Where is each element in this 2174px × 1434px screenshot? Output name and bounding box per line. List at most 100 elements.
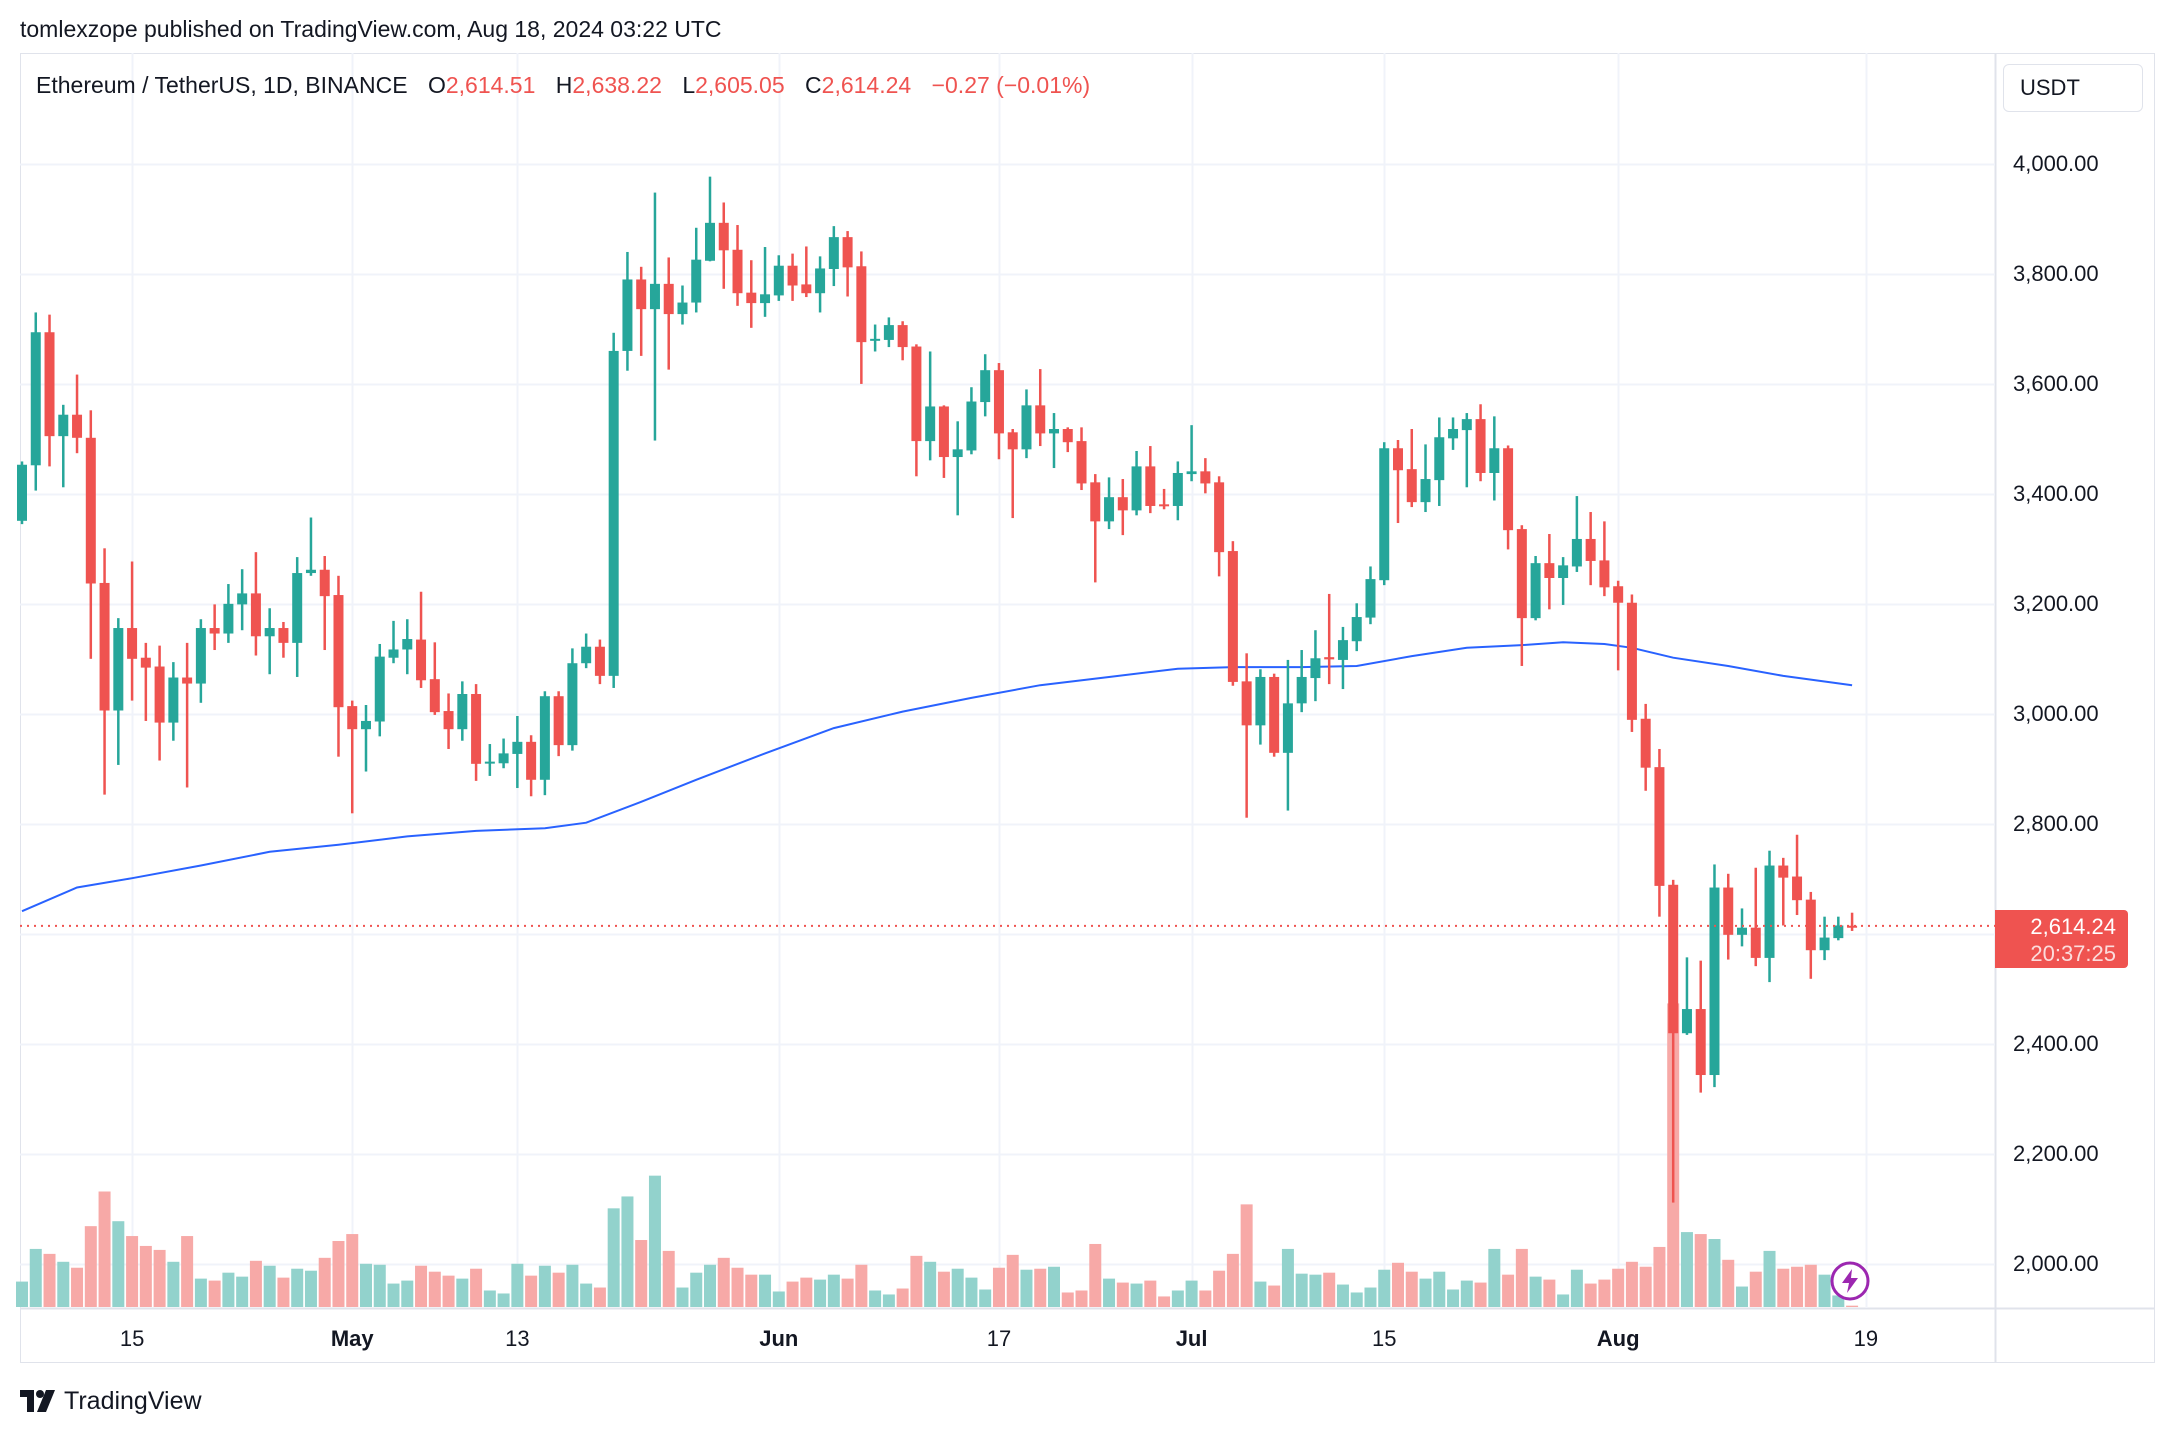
candle-body xyxy=(1530,563,1541,619)
candle-body xyxy=(649,283,660,310)
volume-bar xyxy=(346,1234,359,1307)
candle-wick xyxy=(1052,413,1056,469)
volume-bar xyxy=(1419,1278,1432,1307)
candle-body xyxy=(677,302,688,315)
candle-body xyxy=(1186,471,1197,475)
price-tick-label: 3,600.00 xyxy=(2013,370,2099,396)
candle xyxy=(1186,425,1197,482)
candle-body xyxy=(512,741,523,754)
candle xyxy=(484,744,495,776)
symbol-name[interactable]: Ethereum / TetherUS, 1D, BINANCE xyxy=(36,72,408,98)
candle-body xyxy=(608,350,619,676)
volume-bar xyxy=(1061,1292,1074,1307)
candle xyxy=(649,192,660,441)
volume-bar xyxy=(1502,1274,1515,1307)
candle-body xyxy=(1695,1009,1706,1076)
candle-body xyxy=(278,628,289,643)
volume-bar xyxy=(263,1265,276,1307)
candle xyxy=(966,387,977,455)
candle-body xyxy=(1613,586,1624,603)
volume-bar xyxy=(676,1287,689,1307)
candle-body xyxy=(1420,479,1431,503)
candle-body xyxy=(1145,466,1156,506)
volume-bar xyxy=(112,1221,125,1307)
candle xyxy=(856,251,867,384)
candle xyxy=(1214,476,1225,577)
candle xyxy=(952,421,963,516)
candle xyxy=(787,253,798,301)
price-tick-label: 2,800.00 xyxy=(2013,810,2099,836)
candle xyxy=(773,255,784,301)
candle-body xyxy=(1310,658,1321,679)
volume-bar xyxy=(979,1289,992,1307)
open-value: 2,614.51 xyxy=(445,72,536,98)
volume-bar xyxy=(1543,1279,1556,1307)
volume-bar xyxy=(1103,1278,1116,1307)
candle-body xyxy=(732,249,743,294)
volume-bar xyxy=(1089,1243,1102,1307)
candle xyxy=(993,363,1004,460)
candle-wick xyxy=(185,642,189,788)
candle-body xyxy=(347,706,358,730)
tradingview-logo[interactable]: TradingView xyxy=(20,1386,202,1416)
candle xyxy=(1723,873,1734,960)
volume-bar xyxy=(1392,1262,1404,1307)
candle-wick xyxy=(364,705,368,772)
volume-bar xyxy=(1006,1254,1019,1307)
candle xyxy=(1021,389,1032,459)
candle xyxy=(705,176,715,262)
volume-bar xyxy=(442,1275,455,1307)
candle-body xyxy=(319,569,330,597)
time-tick-label: May xyxy=(330,1326,374,1351)
candle-body xyxy=(1227,551,1238,682)
candle-body xyxy=(1750,927,1761,958)
candle xyxy=(1282,659,1293,811)
volume-bar xyxy=(662,1250,675,1307)
candle-body xyxy=(484,761,495,764)
candle-wick xyxy=(1094,474,1097,583)
currency-selector[interactable]: USDT xyxy=(2003,64,2143,112)
candle-body xyxy=(553,696,564,746)
candle-body xyxy=(72,414,83,438)
candle-body xyxy=(416,639,427,681)
volume-bar xyxy=(1488,1248,1501,1307)
candle xyxy=(347,700,358,814)
candle xyxy=(195,619,206,703)
candle xyxy=(1530,556,1541,621)
volume-bar xyxy=(1777,1268,1790,1307)
volume-bar xyxy=(291,1268,304,1307)
candle-body xyxy=(1406,469,1417,503)
candle xyxy=(1448,417,1459,450)
change-value: −0.27 (−0.01%) xyxy=(931,72,1091,98)
tradingview-logo-icon xyxy=(20,1390,55,1412)
volume-bar xyxy=(786,1281,799,1307)
candle xyxy=(250,552,261,656)
candle-body xyxy=(636,279,647,310)
volume-bar xyxy=(236,1276,249,1307)
last-price-tag: 2,614.24 20:37:25 xyxy=(1995,910,2128,968)
candle-body xyxy=(801,284,812,294)
candle-wick xyxy=(1424,444,1427,513)
candle xyxy=(1571,496,1582,572)
candle-body xyxy=(1792,876,1803,901)
candle-wick xyxy=(323,556,326,651)
candle-body xyxy=(333,595,344,708)
candle-body xyxy=(1723,887,1734,935)
candle xyxy=(581,633,592,669)
candle-wick xyxy=(1245,653,1248,818)
volume-bar xyxy=(951,1268,964,1307)
candle xyxy=(1778,857,1789,926)
candle-wick xyxy=(433,642,437,715)
candle xyxy=(622,251,633,371)
candle-wick xyxy=(1603,521,1606,597)
candle xyxy=(140,642,151,721)
candle-body xyxy=(1035,405,1046,434)
lightning-bolt-icon[interactable] xyxy=(1829,1260,1871,1302)
candle xyxy=(319,556,330,651)
candle-body xyxy=(195,628,206,684)
candle-body xyxy=(1778,865,1789,878)
candle-wick xyxy=(653,192,657,441)
candle-body xyxy=(1365,579,1376,618)
volume-bar xyxy=(167,1261,180,1307)
